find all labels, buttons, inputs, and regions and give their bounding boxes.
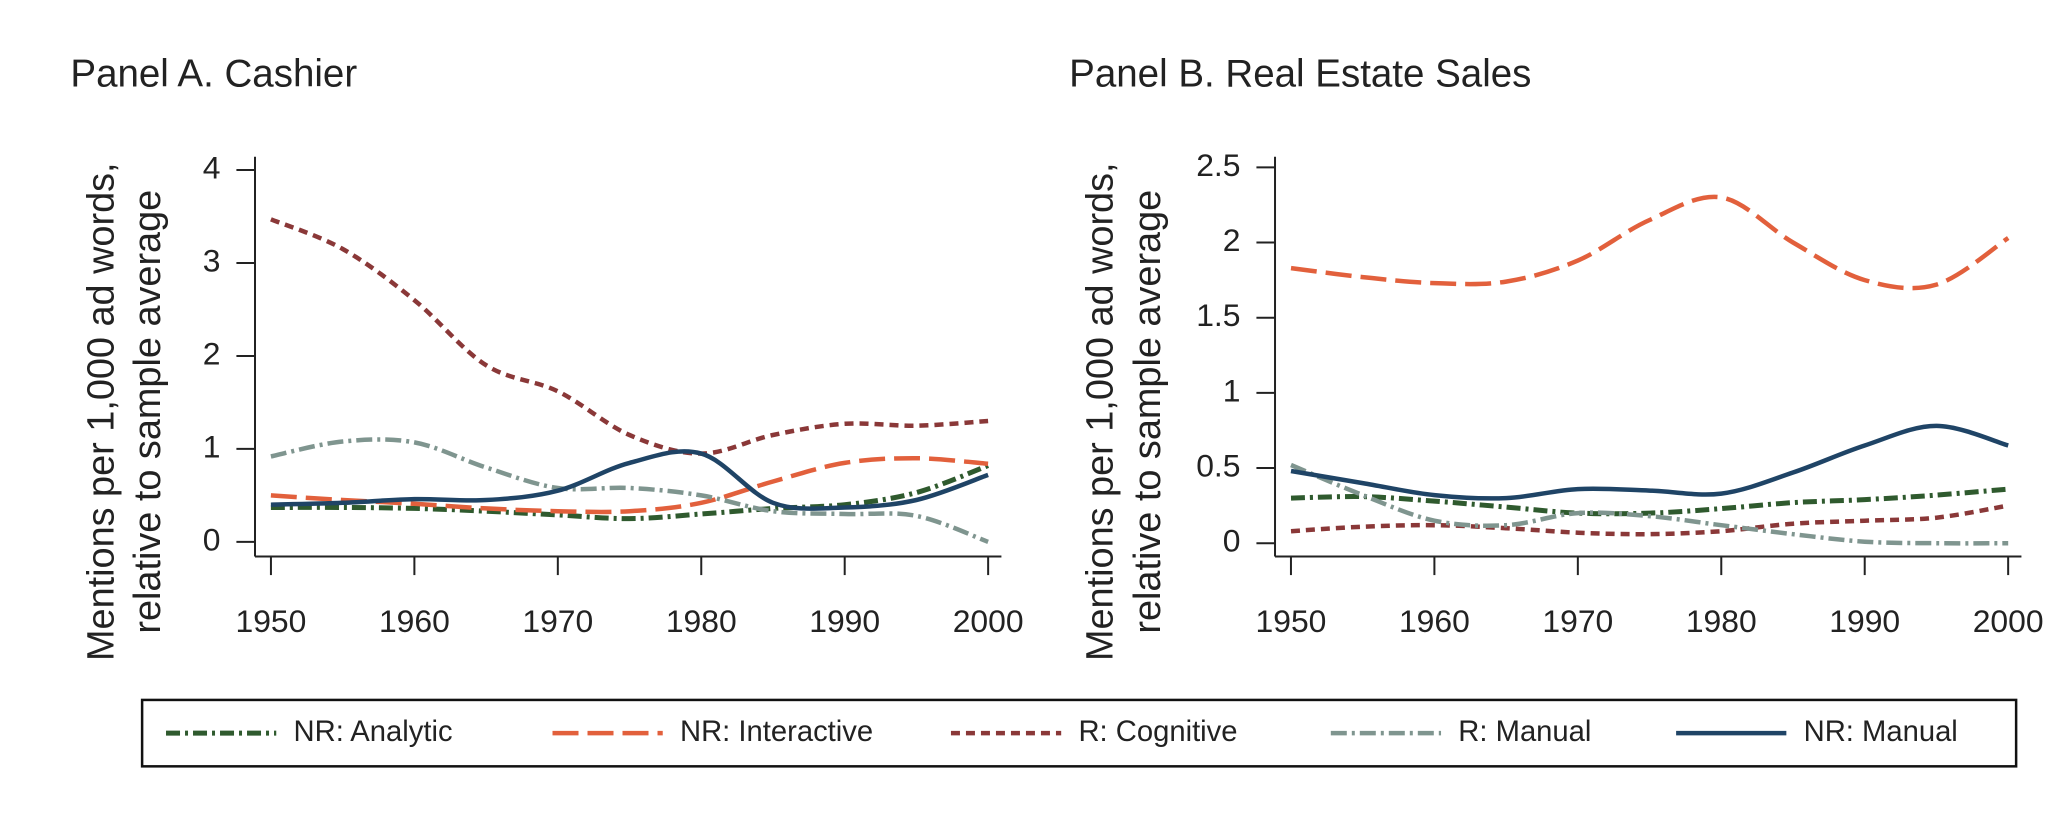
panel-title: Panel B. Real Estate Sales: [1069, 52, 1531, 95]
y-tick-label: 3: [203, 242, 221, 278]
series-line-nr-manual: [270, 449, 989, 511]
y-tick-label: 2: [1223, 222, 1241, 258]
y-tick-label: 1: [1223, 372, 1241, 408]
series-line-nr-analytic: [270, 463, 989, 522]
series-line-nr-manual: [1290, 423, 2009, 501]
y-tick-label: 0: [1223, 523, 1241, 559]
legend-label: R: Cognitive: [1078, 716, 1237, 748]
panel-title: Panel A. Cashier: [70, 52, 357, 95]
y-axis-label: Mentions per 1,000 ad words,: [81, 162, 123, 661]
y-axis-label: Mentions per 1,000 ad words,: [1079, 162, 1121, 661]
legend-label: NR: Manual: [1804, 716, 1958, 748]
x-tick-label: 2000: [1973, 603, 2044, 639]
y-tick-label: 1.5: [1196, 297, 1240, 333]
y-tick-label: 2.5: [1196, 147, 1240, 183]
x-tick-label: 1980: [666, 603, 737, 639]
legend: NR: Analytic NR: Interactive R: Cognitive R…: [140, 698, 2018, 768]
series-line-r-manual: [1290, 462, 2009, 546]
series-line-nr-interactive: [1290, 194, 2010, 291]
panel-b-chart: Panel B. Real Estate Sales Mentions per 1…: [1069, 52, 2043, 661]
x-tick-label: 1950: [1256, 603, 1327, 639]
y-tick-label: 2: [203, 335, 221, 371]
y-tick-label: 4: [203, 149, 221, 185]
series-line-r-cognitive: [1290, 503, 2009, 537]
legend-box: [140, 698, 2018, 768]
y-axis-label: relative to sample average: [1127, 190, 1169, 634]
x-tick-label: 1990: [809, 603, 880, 639]
y-tick-label: 0.5: [1196, 447, 1240, 483]
x-tick-label: 2000: [953, 603, 1024, 639]
x-tick-label: 1950: [236, 603, 307, 639]
y-tick-label: 1: [203, 428, 221, 464]
series-line-nr-interactive: [270, 455, 989, 515]
panel-a-chart: Panel A. Cashier Mentions per 1,000 ad wo…: [70, 52, 1023, 661]
x-tick-label: 1960: [379, 603, 450, 639]
series-line-r-cognitive: [270, 217, 989, 456]
x-tick-label: 1990: [1829, 603, 1900, 639]
x-tick-label: 1970: [522, 603, 593, 639]
y-tick-label: 0: [203, 521, 221, 557]
x-tick-label: 1970: [1542, 603, 1613, 639]
legend-label: R: Manual: [1458, 716, 1591, 748]
x-tick-label: 1960: [1399, 603, 1470, 639]
series-line-nr-analytic: [1290, 486, 2009, 517]
y-axis-label: relative to sample average: [127, 190, 169, 634]
legend-label: NR: Analytic: [294, 716, 453, 748]
series-line-r-manual: [270, 437, 989, 545]
legend-label: NR: Interactive: [680, 716, 873, 748]
x-tick-label: 1980: [1686, 603, 1757, 639]
